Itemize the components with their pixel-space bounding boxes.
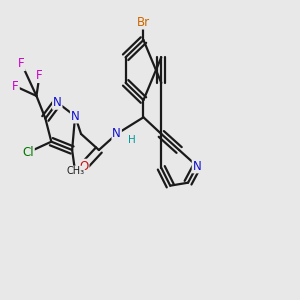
Text: N: N	[53, 96, 62, 109]
Text: O: O	[80, 160, 88, 172]
Text: CH₃: CH₃	[66, 167, 84, 176]
Text: N: N	[112, 128, 121, 140]
Text: Cl: Cl	[22, 146, 34, 159]
Text: F: F	[18, 57, 25, 70]
Text: F: F	[36, 69, 43, 82]
Text: N: N	[71, 110, 80, 123]
Text: F: F	[12, 80, 19, 93]
Text: H: H	[128, 135, 136, 145]
Text: Br: Br	[137, 16, 150, 29]
Text: N: N	[193, 160, 201, 172]
